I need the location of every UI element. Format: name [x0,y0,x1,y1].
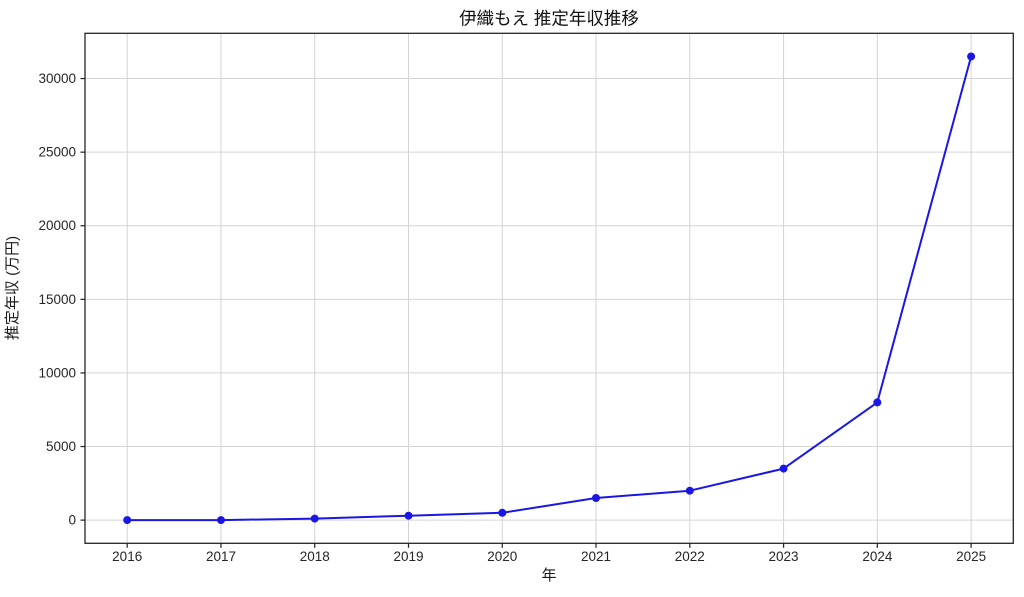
x-tick-label-2024: 2024 [862,549,893,564]
data-point-2018 [310,514,319,523]
data-point-2025 [967,52,976,61]
y-tick-label-20000: 20000 [38,218,76,233]
x-tick-label-2018: 2018 [300,549,330,564]
y-tick-label-5000: 5000 [46,439,76,454]
x-tick-label-2023: 2023 [769,549,799,564]
data-point-2024 [873,398,882,407]
data-point-2021 [592,494,600,502]
data-line [126,55,973,522]
axis-ticks: 2016 2017 2018 2019 2020 2021 2022 2023 2024 2025… [38,71,986,564]
data-point-2019 [404,511,413,520]
chart-title: 伊織もえ 推定年収推移 [459,9,639,29]
x-axis-label: 年 [541,567,556,584]
x-tick-label-2025: 2025 [956,549,986,564]
x-tick-label-2019: 2019 [393,549,423,564]
plot-border [84,32,1014,544]
x-tick-label-2020: 2020 [487,549,517,564]
y-tick-label-10000: 10000 [38,365,76,380]
data-series [123,52,976,525]
data-point-2016 [123,516,132,525]
grid [85,33,1014,544]
y-tick-label-30000: 30000 [38,71,76,86]
data-point-2022 [685,486,694,495]
x-tick-label-2017: 2017 [206,549,236,564]
data-point-2023 [779,464,788,473]
x-tick-label-2021: 2021 [581,549,611,564]
data-point-2017 [217,516,225,525]
y-tick-label-15000: 15000 [38,292,76,307]
data-point-2020 [498,508,507,517]
y-tick-label-0: 0 [68,513,76,528]
x-tick-label-2016: 2016 [112,549,142,564]
y-axis-label: 推定年収 (万円) [4,236,21,340]
x-tick-label-2022: 2022 [675,549,705,564]
y-tick-label-25000: 25000 [38,145,76,160]
